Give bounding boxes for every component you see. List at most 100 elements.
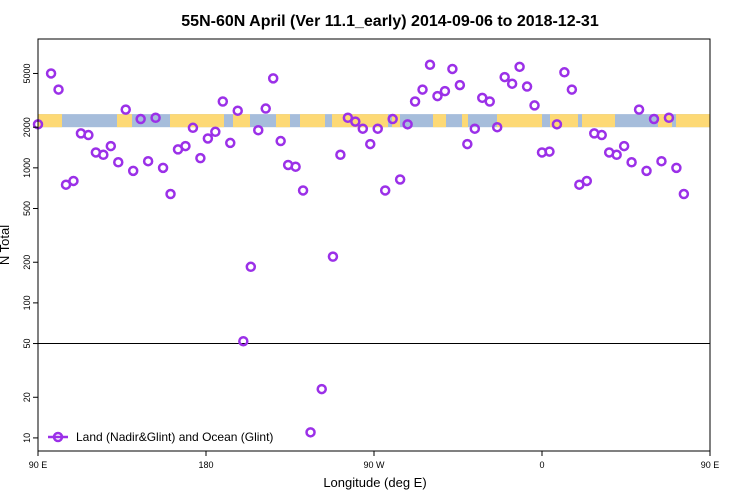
data-point	[316, 383, 327, 395]
data-point	[379, 185, 391, 196]
data-point	[217, 96, 229, 107]
data-point	[671, 162, 682, 174]
data-point	[105, 140, 117, 152]
y-tick-label: 1000	[22, 158, 32, 178]
data-point	[297, 185, 309, 196]
data-point	[462, 138, 473, 150]
y-axis-label: N Total	[0, 225, 12, 265]
data-point	[678, 188, 690, 200]
data-points	[32, 59, 690, 438]
legend-marker-swatch	[52, 431, 64, 443]
y-tick-label: 50	[22, 339, 32, 349]
y-tick-label: 2000	[22, 117, 32, 137]
data-point	[618, 140, 630, 152]
land-segment	[462, 114, 468, 128]
data-point	[165, 188, 176, 200]
data-point	[135, 113, 146, 125]
data-point	[387, 113, 398, 125]
data-point	[53, 84, 64, 95]
data-point	[127, 165, 139, 177]
data-point	[45, 68, 57, 79]
data-point	[305, 427, 316, 438]
data-point	[232, 105, 243, 116]
data-point	[372, 123, 383, 134]
data-point	[506, 78, 518, 89]
data-point	[447, 63, 458, 75]
data-point	[195, 152, 206, 164]
data-point	[499, 71, 510, 83]
data-point	[275, 135, 286, 147]
data-point	[663, 112, 675, 123]
data-point	[365, 138, 376, 150]
data-point	[611, 149, 622, 161]
data-point	[113, 157, 124, 168]
y-axis-ticks: 10 20 50 100 200 500 1000 2000 5000	[22, 63, 38, 443]
data-point	[544, 146, 555, 157]
data-point	[424, 59, 436, 71]
x-tick-label: 90 E	[29, 460, 48, 470]
x-tick-label: 0	[539, 460, 544, 470]
data-point	[98, 149, 109, 161]
data-point	[521, 81, 533, 92]
land-segment	[497, 114, 542, 128]
x-tick-label: 180	[198, 460, 213, 470]
land-segment	[117, 114, 132, 128]
data-point	[566, 84, 578, 95]
land-segment	[433, 114, 446, 128]
data-point	[648, 113, 660, 125]
land-segment	[550, 114, 578, 128]
data-point	[559, 67, 570, 78]
data-point	[409, 96, 421, 107]
data-point	[432, 90, 443, 102]
land-segment	[676, 114, 710, 128]
data-point	[260, 103, 271, 114]
y-tick-label: 10	[22, 433, 32, 443]
data-point	[454, 79, 466, 91]
legend: Land (Nadir&Glint) and Ocean (Glint)	[48, 430, 273, 444]
y-tick-label: 100	[22, 295, 32, 310]
data-point	[633, 104, 645, 115]
data-point	[335, 149, 346, 161]
land-segment	[38, 114, 62, 128]
data-point	[120, 104, 131, 115]
land-segment	[170, 114, 224, 128]
data-point	[150, 112, 161, 123]
y-tick-label: 500	[22, 201, 32, 216]
data-point	[394, 174, 406, 185]
legend-entry-label: Land (Nadir&Glint) and Ocean (Glint)	[76, 430, 273, 444]
land-segment	[233, 114, 250, 128]
data-point	[225, 137, 236, 149]
data-point	[656, 155, 667, 167]
data-point	[469, 123, 481, 134]
y-tick-label: 200	[22, 255, 32, 270]
data-point	[210, 126, 221, 138]
data-point	[157, 162, 169, 174]
data-point	[350, 116, 361, 127]
data-point	[357, 123, 369, 134]
y-tick-label: 5000	[22, 63, 32, 83]
data-point	[641, 165, 652, 177]
data-point	[484, 96, 495, 107]
data-point	[327, 251, 339, 262]
data-point	[529, 100, 540, 111]
data-point	[514, 61, 525, 73]
data-point	[245, 261, 257, 273]
data-point	[83, 129, 94, 141]
data-point	[142, 155, 154, 167]
data-point	[417, 84, 428, 95]
land-segment	[276, 114, 290, 128]
data-point	[290, 161, 301, 172]
land-segment	[300, 114, 325, 128]
data-point	[253, 124, 264, 136]
y-tick-label: 20	[22, 392, 32, 402]
x-tick-label: 90 W	[363, 460, 385, 470]
data-point	[551, 119, 563, 130]
x-axis-label: Longitude (deg E)	[323, 475, 426, 490]
data-point	[491, 121, 503, 133]
data-point	[439, 85, 451, 97]
chart-title: 55N-60N April (Ver 11.1_early) 2014-09-0…	[181, 13, 599, 30]
data-point	[238, 335, 249, 347]
data-point	[68, 175, 79, 187]
land-segment	[582, 114, 615, 128]
data-point	[202, 133, 214, 144]
